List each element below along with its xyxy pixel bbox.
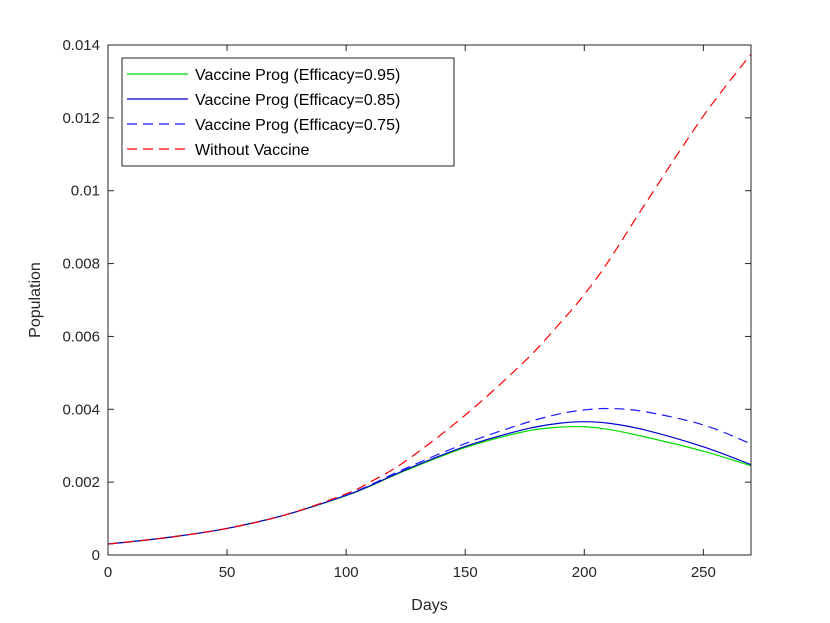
legend-label: Vaccine Prog (Efficacy=0.75) xyxy=(195,117,400,134)
x-tick-label: 200 xyxy=(572,564,597,581)
y-tick-label: 0 xyxy=(92,547,100,564)
legend: Vaccine Prog (Efficacy=0.95) Vaccine Prog… xyxy=(121,57,455,167)
axis-ticks: 0 50 100 150 200 250 0 0.002 0.004 0.006 0.008 0.01… xyxy=(62,37,751,581)
legend-box xyxy=(121,57,455,167)
y-tick-label: 0.014 xyxy=(62,37,100,54)
y-axis-label: Population xyxy=(27,262,44,338)
legend-label: Vaccine Prog (Efficacy=0.95) xyxy=(195,67,400,84)
legend-label: Vaccine Prog (Efficacy=0.85) xyxy=(195,92,400,109)
series-line-2 xyxy=(107,421,752,545)
x-axis-label: Days xyxy=(411,597,447,614)
y-tick-label: 0.002 xyxy=(62,474,100,491)
x-tick-label: 0 xyxy=(104,564,112,581)
y-tick-label: 0.01 xyxy=(71,183,100,200)
axes-frame xyxy=(107,44,752,556)
x-tick-label: 100 xyxy=(334,564,359,581)
x-tick-label: 50 xyxy=(219,564,236,581)
series-line-3 xyxy=(107,407,752,545)
plot-area xyxy=(107,53,752,545)
y-tick-label: 0.008 xyxy=(62,256,100,273)
legend-label: Without Vaccine xyxy=(195,142,310,159)
y-tick-label: 0.006 xyxy=(62,328,100,345)
y-tick-label: 0.004 xyxy=(62,401,100,418)
x-tick-label: 250 xyxy=(691,564,716,581)
x-tick-label: 150 xyxy=(453,564,478,581)
y-tick-label: 0.012 xyxy=(62,110,100,127)
series-line-4 xyxy=(107,53,752,545)
